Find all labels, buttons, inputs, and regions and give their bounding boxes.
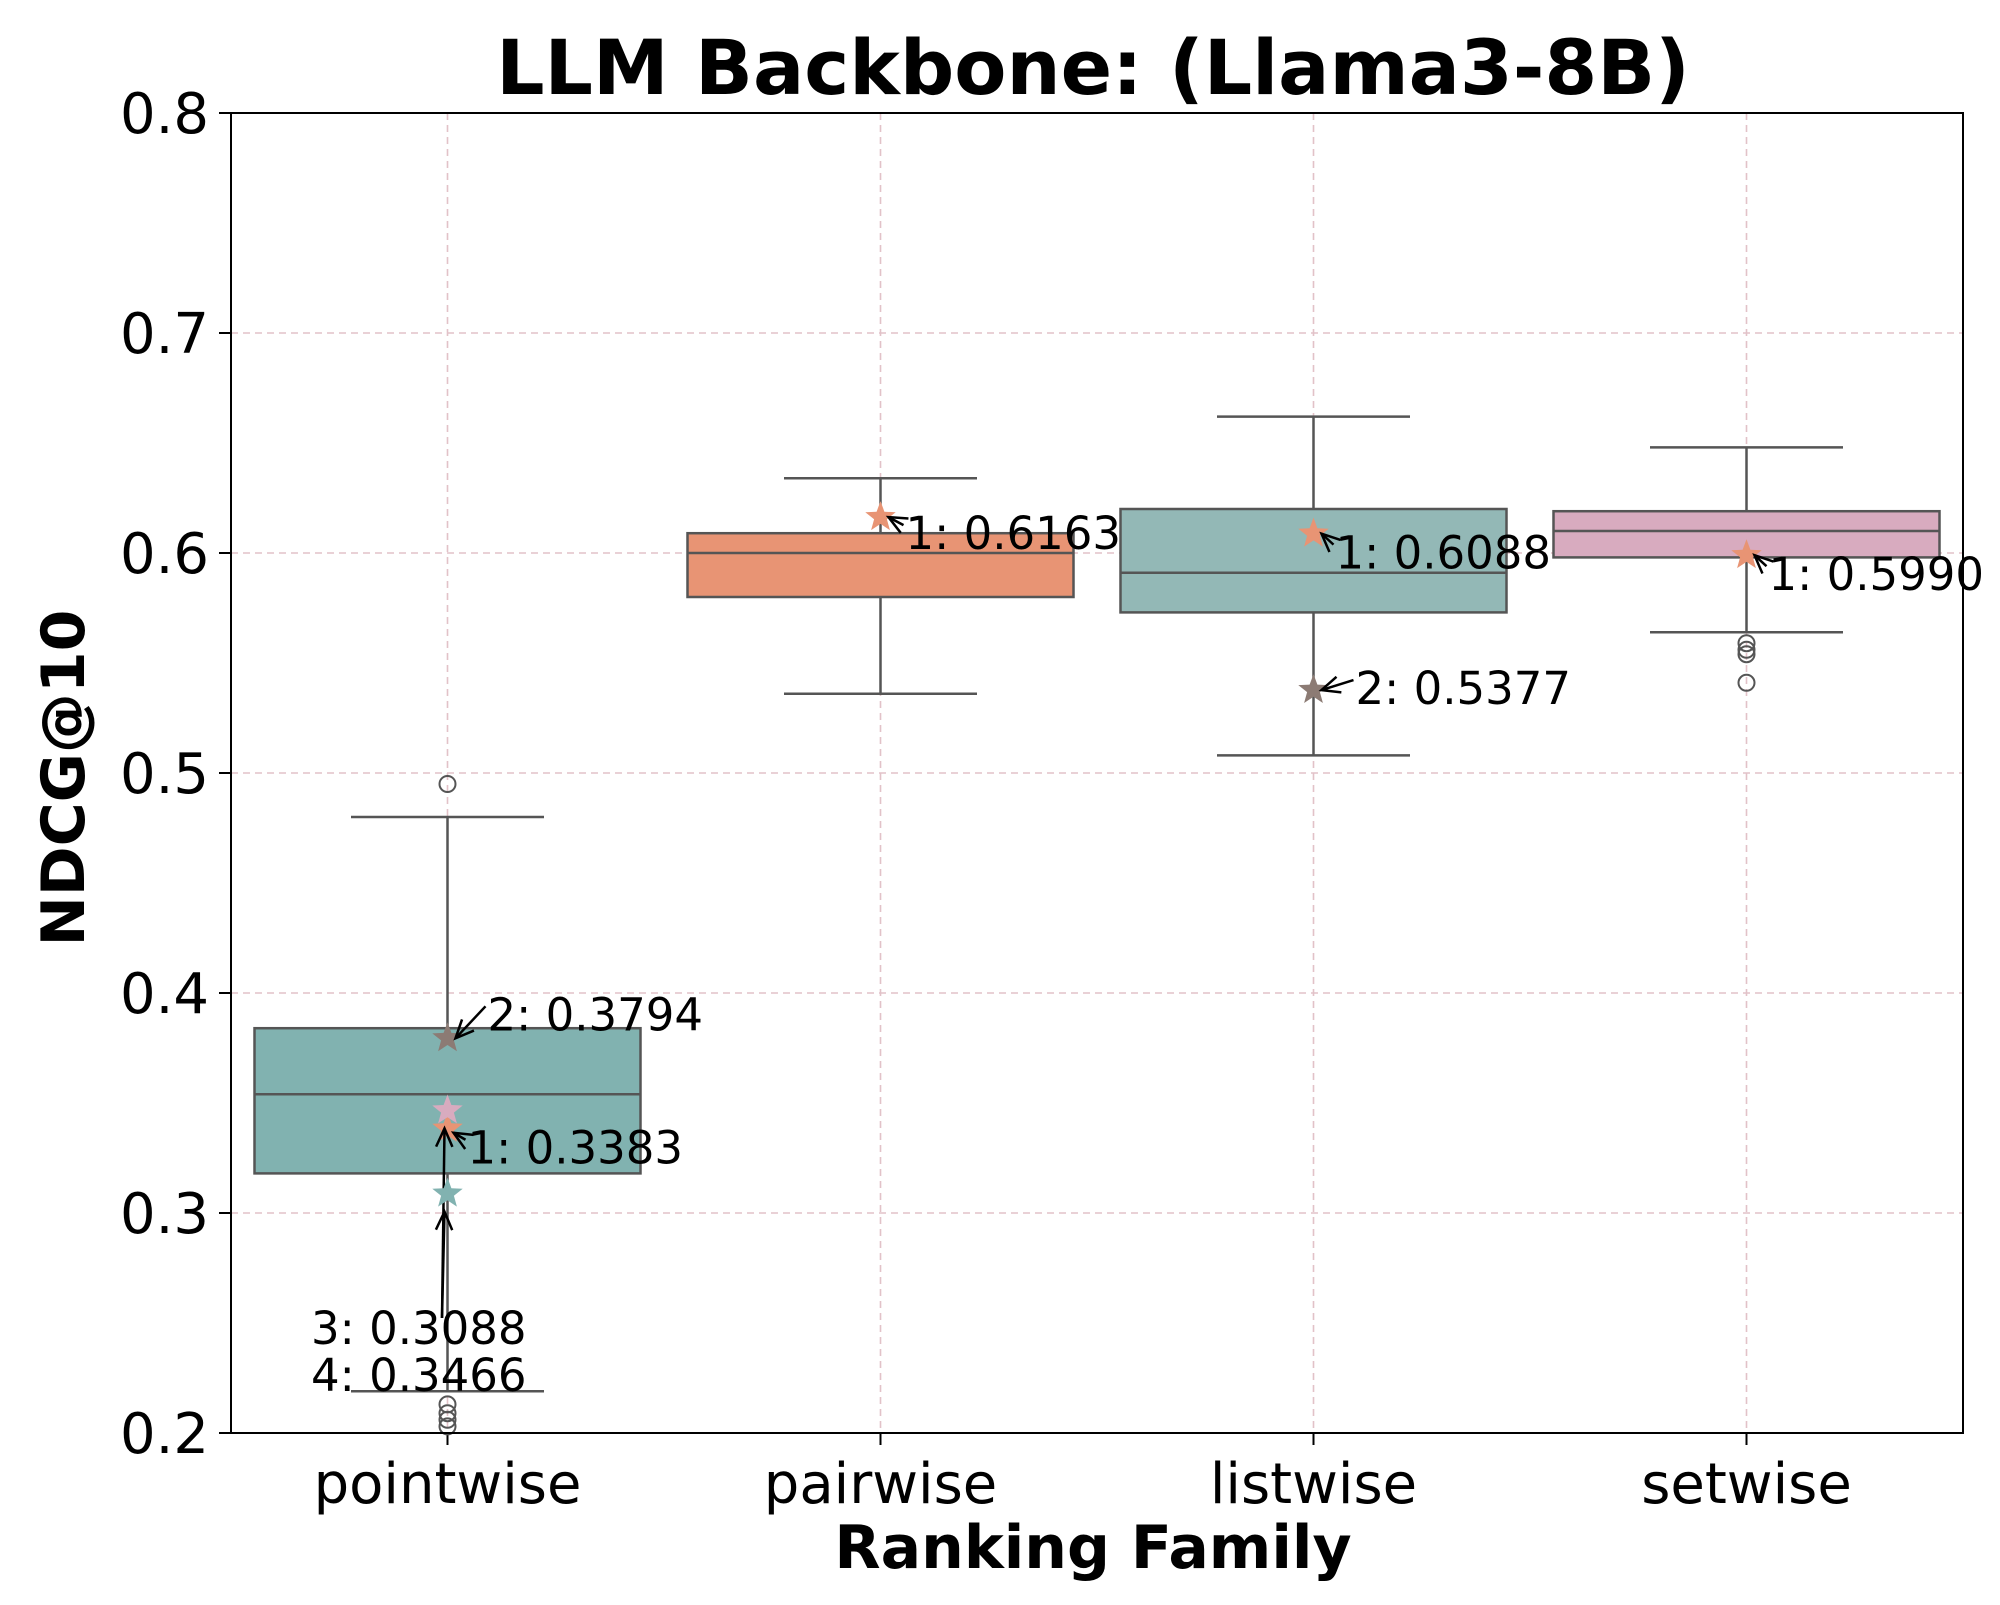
x-tick-label: setwise: [1641, 1452, 1852, 1517]
highlight-star: [1298, 674, 1329, 703]
highlight-label: 2: 0.3794: [488, 988, 704, 1041]
highlight-star: [432, 1112, 463, 1142]
x-tick-label: listwise: [1210, 1452, 1417, 1517]
outlier-point: [1737, 673, 1756, 692]
highlight-label: 1: 0.3383: [468, 1122, 684, 1175]
y-tick-label: 0.2: [120, 1402, 209, 1467]
y-tick-label: 0.3: [120, 1182, 209, 1247]
annotation-arrow: [1321, 678, 1354, 692]
annotation-arrowhead: [434, 1125, 454, 1148]
outlier-point: [438, 1404, 457, 1423]
highlight-label: 1: 0.6088: [1336, 527, 1552, 580]
outlier-point: [1737, 645, 1756, 664]
annotation-arrow: [454, 1005, 487, 1040]
outlier-point: [1737, 634, 1756, 653]
annotation-arrowhead: [450, 1131, 474, 1150]
highlight-star: [865, 501, 896, 531]
annotation-arrow: [440, 1211, 446, 1319]
plot-frame: [230, 112, 1964, 1434]
annotation-arrowhead: [434, 1208, 454, 1231]
highlight-label: 4: 0.3466: [311, 1349, 527, 1402]
y-tick-label: 0.5: [120, 742, 209, 807]
x-tick-label: pairwise: [764, 1452, 997, 1517]
highlight-star: [1298, 517, 1329, 547]
highlight-star: [1731, 539, 1762, 569]
y-tick-label: 0.7: [120, 302, 209, 367]
outlier-point: [1737, 640, 1756, 659]
x-axis-label: Ranking Family: [834, 1513, 1351, 1583]
annotation-arrowhead: [453, 1019, 475, 1041]
outlier-point: [438, 775, 457, 793]
highlight-label: 1: 0.6163: [906, 507, 1122, 560]
y-tick-label: 0.4: [120, 962, 209, 1027]
box-pairwise: [686, 476, 1075, 696]
annotation-arrowhead: [1318, 675, 1342, 694]
chart-title: LLM Backbone: (Llama3-8B): [496, 23, 1690, 112]
annotation-arrowhead: [885, 515, 909, 534]
y-tick-label: 0.6: [120, 522, 209, 587]
y-tick-label: 0.8: [120, 82, 209, 147]
y-axis-label: NDCG@10: [29, 610, 99, 947]
outlier-point: [438, 1417, 457, 1436]
highlight-label: 2: 0.5377: [1356, 662, 1572, 715]
highlight-label: 1: 0.5990: [1769, 548, 1985, 601]
annotation-arrowhead: [1319, 531, 1341, 553]
box-iqr: [686, 531, 1075, 599]
highlight-star: [432, 1022, 463, 1052]
annotation-arrowhead: [1752, 553, 1774, 575]
highlight-star: [432, 1094, 463, 1124]
highlight-star: [432, 1177, 463, 1207]
highlight-label: 3: 0.3088: [311, 1302, 527, 1355]
outlier-point: [438, 1410, 457, 1429]
x-tick-label: pointwise: [314, 1452, 582, 1517]
